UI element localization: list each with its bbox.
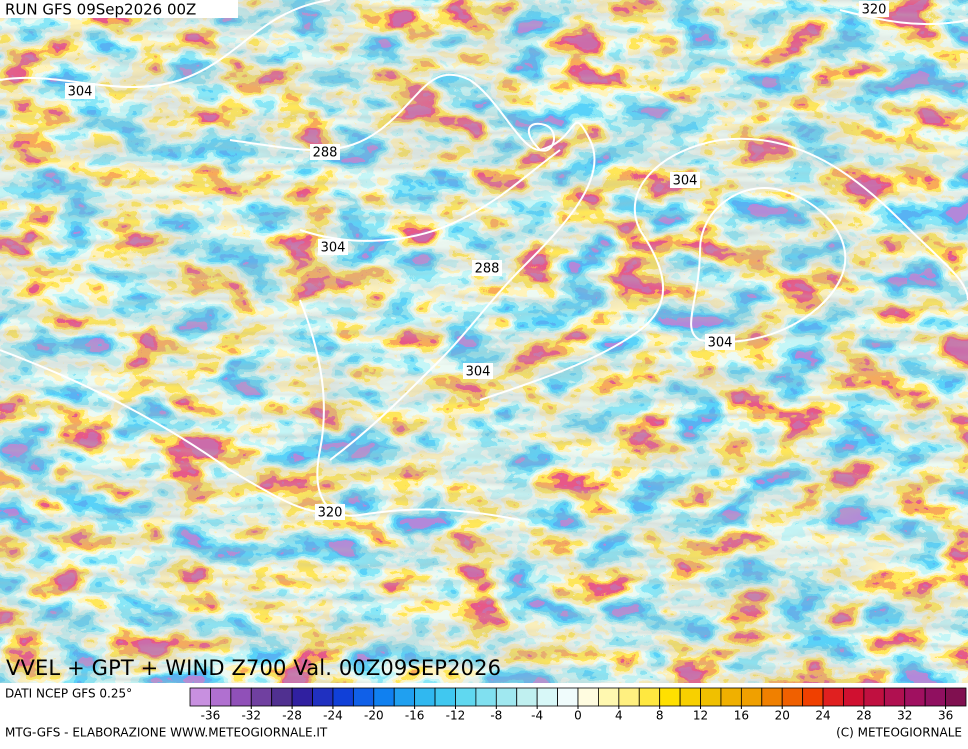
colorbar-tick-label: -12 (446, 709, 466, 723)
colorbar-box (679, 687, 701, 707)
colorbar-box (189, 687, 211, 707)
contour-label-box (315, 504, 345, 520)
footer-right: (C) METEOGIORNALE (836, 726, 962, 740)
colorbar-box (414, 687, 436, 707)
colorbar-box (577, 687, 599, 707)
colorbar-tick-label: -8 (490, 709, 502, 723)
colorbar-box (393, 687, 416, 707)
colorbar-box (761, 687, 783, 707)
colorbar-box (210, 687, 232, 707)
contour-label-box (472, 260, 502, 276)
contour (299, 149, 561, 242)
colorbar-box (904, 687, 926, 707)
contour-label: 304 (321, 241, 346, 256)
colorbar-tick-label: 4 (615, 709, 623, 723)
colorbar-tick-label: 24 (815, 709, 830, 723)
footer-left: MTG-GFS - ELABORAZIONE WWW.METEOGIORNALE… (5, 726, 328, 740)
colorbar-tick-label: 36 (938, 709, 953, 723)
contour-label: 288 (475, 262, 500, 277)
colorbar-tick-label: 12 (693, 709, 708, 723)
colorbar-box (598, 687, 620, 707)
colorbar-box (863, 687, 885, 707)
colorbar-tick-label: -36 (201, 709, 221, 723)
contour-label-box (705, 334, 735, 350)
colorbar-box (516, 687, 538, 707)
colorbar-box (475, 687, 497, 707)
colorbar-box (638, 687, 661, 707)
colorbar-box (291, 687, 313, 707)
colorbar-box (945, 687, 967, 707)
colorbar-box (781, 687, 804, 707)
colorbar-tick-label: -32 (241, 709, 261, 723)
colorbar-box (720, 687, 742, 707)
contour-label: 320 (862, 3, 887, 18)
contour-label: 320 (318, 506, 343, 521)
colorbar-box (843, 687, 865, 707)
colorbar-tick-label: -16 (405, 709, 425, 723)
contour-labels: 304 288 304 288 304 304 304 320 320 (65, 1, 889, 521)
contour (479, 137, 968, 401)
colorbar-tick-label: 28 (856, 709, 871, 723)
contour-label-box (65, 83, 95, 99)
contour-label-box (318, 239, 348, 255)
colorbar-box (557, 687, 579, 707)
contour (527, 122, 555, 152)
contour-label: 304 (466, 365, 491, 380)
source-label: DATI NCEP GFS 0.25° (5, 687, 132, 701)
colorbar-box (271, 687, 293, 707)
contour-label: 288 (313, 146, 338, 161)
map-area: 304 288 304 288 304 304 304 320 320 RUN GFS 09Se… (0, 0, 968, 683)
colorbar-tick-label: -4 (531, 709, 543, 723)
contour (839, 9, 968, 26)
colorbar-box (434, 687, 456, 707)
colorbar-tick-label: 32 (897, 709, 912, 723)
colorbar-tick-label: -24 (323, 709, 343, 723)
colorbar-box (618, 687, 640, 707)
colorbar-box (250, 687, 273, 707)
colorbar-box (536, 687, 558, 707)
run-label: RUN GFS 09Sep2026 00Z (5, 1, 196, 19)
colorbar-box (312, 687, 334, 707)
colorbar-tick-label: 8 (656, 709, 664, 723)
wind-streamlines (0, 0, 968, 683)
colorbar-box (352, 687, 375, 707)
contour-label-box (670, 172, 700, 188)
contour-label-box (463, 363, 493, 379)
map-title: VVEL + GPT + WIND Z700 Val. 00Z09SEP2026 (6, 656, 501, 680)
contour (299, 299, 521, 521)
colorbar-box (924, 687, 946, 707)
colorbar: -36 -32 -28 -24 -20 -16 -12 -8 -4 0 4 8 12 16 20 24 28 32… (189, 687, 967, 723)
colorbar-tick-label: -20 (364, 709, 384, 723)
colorbar-box (700, 687, 722, 707)
colorbar-box (883, 687, 906, 707)
colorbar-tick-label: -28 (282, 709, 302, 723)
contour (690, 187, 847, 343)
geopotential-contours (0, 0, 968, 521)
contour (229, 73, 596, 461)
contour-label: 304 (68, 85, 93, 100)
contour-label-box (310, 144, 340, 160)
colorbar-tick-label: 20 (775, 709, 790, 723)
contour-label-box (859, 1, 889, 17)
contour-label: 304 (673, 174, 698, 189)
colorbar-tick-label: 0 (574, 709, 582, 723)
colorbar-box (495, 687, 518, 707)
contour-label: 304 (708, 336, 733, 351)
colorbar-box (659, 687, 681, 707)
colorbar-box (822, 687, 844, 707)
run-label-box (0, 0, 238, 18)
colorbar-box (740, 687, 763, 707)
contour (0, 0, 331, 88)
colorbar-tick-label: 16 (734, 709, 749, 723)
colorbar-box (332, 687, 354, 707)
colorbar-box (455, 687, 477, 707)
contour (0, 349, 321, 513)
colorbar-box (373, 687, 395, 707)
colorbar-box (230, 687, 252, 707)
colorbar-box (802, 687, 824, 707)
